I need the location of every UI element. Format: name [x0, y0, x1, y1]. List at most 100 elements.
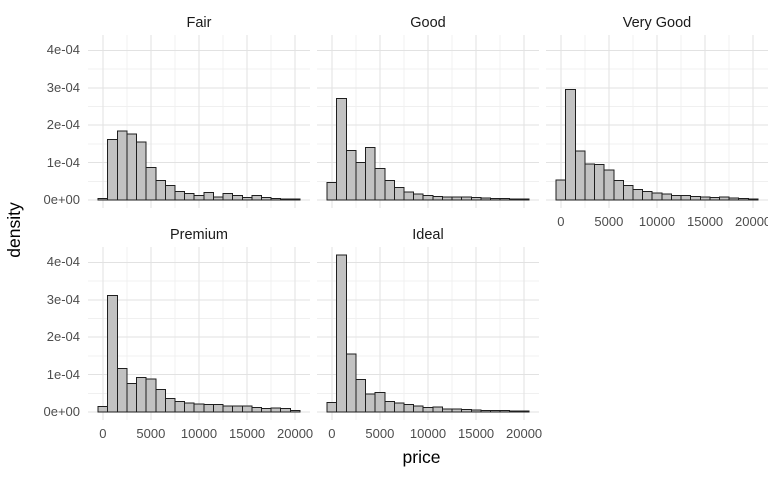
histogram-bar [212, 404, 224, 413]
histogram-bar [289, 198, 301, 201]
histogram-bar [384, 400, 395, 413]
x-tick-label: 0 [99, 426, 107, 441]
histogram-bar [289, 410, 301, 413]
histogram-bar [232, 195, 243, 201]
histogram-bar [241, 405, 253, 413]
histogram-bar [413, 405, 424, 413]
histogram-bar [709, 197, 720, 201]
histogram-bar [345, 149, 357, 201]
x-tick-label: 5000 [365, 426, 395, 441]
histogram-bar [97, 197, 109, 201]
histogram-bar [403, 404, 415, 413]
histogram-bar [747, 198, 759, 201]
y-tick-label: 4e-04 [46, 254, 80, 270]
facet-panel-good [317, 35, 539, 208]
y-tick-label: 0e+00 [43, 192, 80, 208]
x-tick-label: 15000 [458, 426, 495, 441]
histogram-bar [403, 191, 415, 201]
histogram-bar [422, 407, 434, 413]
histogram-bar [193, 403, 205, 413]
y-tick-label: 3e-04 [46, 79, 80, 95]
histogram-bar [461, 409, 472, 413]
histogram-bar [518, 410, 530, 413]
y-tick-label: 2e-04 [46, 117, 80, 133]
facet-panel-ideal [317, 247, 539, 420]
x-tick-label: 0 [328, 426, 336, 441]
x-tick-label: 20000 [277, 426, 314, 441]
histogram-bar [345, 353, 357, 413]
histogram-bar [365, 393, 376, 413]
histogram-bar [432, 195, 443, 201]
histogram-bar [193, 195, 205, 201]
y-tick-label: 3e-04 [46, 291, 80, 307]
histogram-bar [574, 150, 586, 201]
histogram-bar [499, 410, 511, 413]
histogram-bar [136, 376, 147, 413]
histogram-bar [155, 180, 166, 201]
x-tick-label: 15000 [229, 426, 266, 441]
histogram-bar [642, 191, 653, 201]
x-tick-label: 20000 [735, 214, 768, 229]
histogram-bar [509, 410, 520, 413]
histogram-bar [413, 193, 424, 201]
histogram-bar [184, 192, 195, 201]
histogram-bar [584, 163, 596, 201]
x-tick-label: 20000 [506, 426, 543, 441]
histogram-bar [260, 407, 272, 413]
histogram-bar [670, 194, 682, 201]
histogram-bar [164, 185, 176, 201]
histogram-bar [251, 406, 262, 413]
histogram-bar [622, 185, 634, 201]
histogram-bar [97, 406, 109, 413]
histogram-bar [145, 167, 157, 201]
histogram-bar [212, 196, 224, 201]
histogram-bar [461, 196, 472, 201]
histogram-bar [355, 162, 367, 201]
histogram-bar [718, 196, 730, 201]
histogram-bar [280, 407, 291, 413]
x-tick-label: 0 [557, 214, 565, 229]
histogram-bar [336, 254, 347, 413]
histogram-bar [326, 182, 338, 201]
histogram-bar [393, 402, 405, 413]
histogram-bar [155, 389, 166, 413]
histogram-bar [174, 191, 186, 201]
histogram-bar [203, 404, 214, 413]
histogram-bar [355, 379, 367, 413]
histogram-bar [222, 405, 234, 413]
histogram-bar [470, 197, 482, 201]
y-tick-label: 0e+00 [43, 404, 80, 420]
x-axis-title: price [402, 447, 441, 467]
histogram-bar [661, 193, 672, 201]
histogram-bar [555, 179, 567, 201]
x-tick-label: 15000 [687, 214, 724, 229]
histogram-bar [116, 367, 128, 413]
histogram-bar [451, 196, 463, 201]
histogram-bar [374, 392, 386, 413]
histogram-bar [126, 382, 138, 413]
histogram-bar [728, 197, 740, 201]
histogram-bar [203, 191, 214, 201]
histogram-bar [241, 197, 253, 201]
histogram-bar [489, 197, 501, 201]
facet-title-very-good: Very Good [622, 15, 692, 31]
histogram-bar [441, 196, 453, 201]
facet-title-good: Good [410, 15, 446, 31]
facet-panel-very-good [546, 35, 768, 208]
x-tick-label: 5000 [594, 214, 624, 229]
y-tick-label: 1e-04 [46, 154, 80, 170]
histogram-bar [326, 401, 338, 413]
y-tick-label: 1e-04 [46, 366, 80, 382]
x-tick-label: 10000 [409, 426, 447, 441]
histogram-bar [184, 402, 195, 413]
histogram-bar [480, 197, 491, 201]
histogram-bar [145, 378, 157, 413]
facet-panel-premium [88, 247, 310, 420]
histogram-bar [565, 89, 576, 201]
histogram-bar [164, 397, 176, 413]
facet-title-premium: Premium [169, 227, 228, 243]
histogram-bar [690, 195, 701, 201]
histogram-bar [384, 179, 395, 201]
histogram-bar [251, 195, 262, 201]
